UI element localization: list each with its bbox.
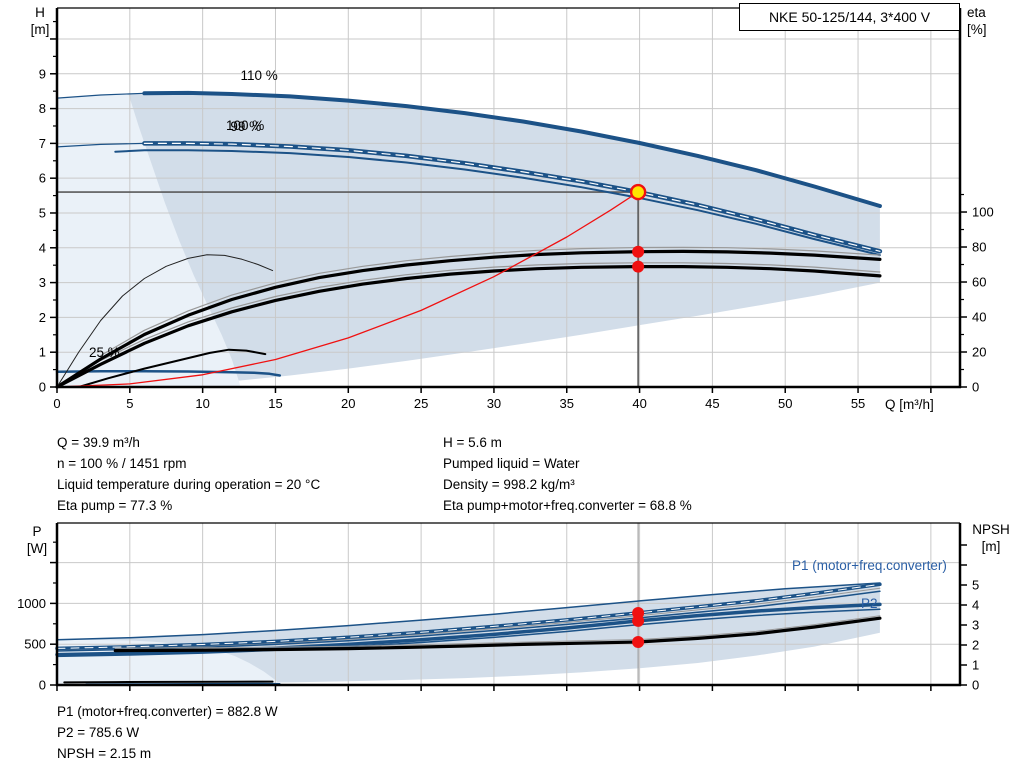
envelope-top-edge xyxy=(56,582,881,641)
chart-title-box: NKE 50-125/144, 3*400 V xyxy=(739,3,960,31)
y1-tick-label: 1000 xyxy=(17,596,46,611)
low-flow-region-2 xyxy=(57,639,280,685)
result-text-bottom: P1 (motor+freq.converter) = 882.8 W P2 =… xyxy=(57,701,278,764)
info-line-pumped-liquid: Pumped liquid = Water xyxy=(443,456,580,471)
info-line-p1: P1 (motor+freq.converter) = 882.8 W xyxy=(57,704,278,719)
curve-100-white-center xyxy=(143,142,881,252)
x-tick-label: 30 xyxy=(487,396,501,411)
y2-tick-label: 5 xyxy=(972,578,979,593)
y-axis-label-p: P [W] xyxy=(20,523,54,557)
system-curve xyxy=(56,191,639,388)
y1-tick-label: 8 xyxy=(39,101,46,116)
curve-label: 25 % xyxy=(89,345,120,360)
x-tick-label: 40 xyxy=(632,396,646,411)
x-tick-label: 10 xyxy=(195,396,209,411)
curve-label: P2 xyxy=(861,596,878,611)
y2-axis-label-eta: eta [%] xyxy=(967,4,1009,38)
y2-tick-label: 3 xyxy=(972,618,979,633)
y1-tick-label: 2 xyxy=(39,310,46,325)
y2-axis-label-npsh-line2: [m] xyxy=(981,539,1001,554)
eta-reduced-speed-arc xyxy=(56,254,274,388)
info-line-eta-total: Eta pump+motor+freq.converter = 68.8 % xyxy=(443,498,692,513)
p1-white-center xyxy=(56,583,881,649)
x-tick-label: 15 xyxy=(268,396,282,411)
curve-label: P1 (motor+freq.converter) xyxy=(792,558,947,573)
x-tick-label: 0 xyxy=(53,396,60,411)
info-line-density: Density = 998.2 kg/m³ xyxy=(443,477,575,492)
eta-25-curve xyxy=(77,348,267,388)
curve-110 xyxy=(142,90,882,208)
y1-tick-label: 500 xyxy=(24,637,46,652)
duty-point-marker xyxy=(629,183,647,201)
y-axis-label-h-line2: [m] xyxy=(30,22,50,37)
y2-tick-label: 100 xyxy=(972,205,994,220)
x-axis-label-q: Q [m³/h] xyxy=(885,397,934,412)
y2-axis-label-npsh-line1: NPSH xyxy=(972,522,1010,537)
y2-tick-label: 80 xyxy=(972,240,986,255)
y2-tick-label: 20 xyxy=(972,345,986,360)
y1-tick-label: 6 xyxy=(39,171,46,186)
y1-tick-label: 1 xyxy=(39,345,46,360)
y1-tick-label: 0 xyxy=(39,380,46,395)
curve-25 xyxy=(55,369,282,377)
info-line-liquid-temp: Liquid temperature during operation = 20… xyxy=(57,477,321,492)
info-line-p2: P2 = 785.6 W xyxy=(57,725,140,740)
x-tick-label: 20 xyxy=(341,396,355,411)
eta-total-point xyxy=(632,260,645,273)
x-tick-label: 5 xyxy=(126,396,133,411)
y2-tick-label: 0 xyxy=(972,678,979,693)
y2-tick-label: 0 xyxy=(972,380,979,395)
p2-point xyxy=(632,614,645,627)
info-line-q: Q = 39.9 m³/h xyxy=(57,435,140,450)
y2-axis-label-npsh: NPSH [m] xyxy=(960,521,1022,555)
npsh-point xyxy=(632,636,645,648)
p-25-black xyxy=(63,680,274,684)
curve-99 xyxy=(114,149,881,257)
curve-label: 110 % xyxy=(241,68,278,83)
eta-pump-curve xyxy=(55,249,882,389)
y1-tick-label: 0 xyxy=(39,678,46,693)
y1-tick-label: 3 xyxy=(39,275,46,290)
y2-tick-label: 1 xyxy=(972,658,979,673)
y2-axis-label-eta-line1: eta xyxy=(967,5,986,20)
x-tick-label: 35 xyxy=(560,396,574,411)
y1-tick-label: 5 xyxy=(39,205,46,220)
p2-99-curve xyxy=(56,608,881,658)
y1-tick-label: 4 xyxy=(39,240,46,255)
npsh-companion xyxy=(114,615,881,649)
info-line-h: H = 5.6 m xyxy=(443,435,502,450)
operating-envelope xyxy=(57,92,880,388)
x-tick-label: 50 xyxy=(778,396,792,411)
curve-label: 100 % xyxy=(226,118,264,133)
y2-tick-label: 60 xyxy=(972,275,986,290)
result-text-left: Q = 39.9 m³/h n = 100 % / 1451 rpm Liqui… xyxy=(57,432,320,516)
y-axis-label-p-line2: [W] xyxy=(26,541,48,556)
npsh-curve xyxy=(113,616,882,653)
info-line-n: n = 100 % / 1451 rpm xyxy=(57,456,187,471)
y-axis-label-p-line1: P xyxy=(32,524,42,539)
eta-pump-point xyxy=(632,245,645,258)
eta-pump-band xyxy=(100,246,881,357)
y1-tick-label: 9 xyxy=(39,66,46,81)
x-tick-label: 55 xyxy=(851,396,865,411)
curve-label: 99 % xyxy=(230,119,261,134)
result-text-right: H = 5.6 m Pumped liquid = Water Density … xyxy=(443,432,692,516)
y-axis-label-h: H [m] xyxy=(24,4,56,38)
y2-tick-label: 40 xyxy=(972,310,986,325)
info-line-npsh: NPSH = 2.15 m xyxy=(57,746,152,761)
y2-tick-label: 4 xyxy=(972,598,979,613)
eta-total-curve xyxy=(55,265,882,389)
y1-tick-label: 7 xyxy=(39,136,46,151)
x-tick-label: 25 xyxy=(414,396,428,411)
y2-axis-label-eta-line2: [%] xyxy=(967,22,987,37)
y2-tick-label: 2 xyxy=(972,638,979,653)
x-tick-label: 45 xyxy=(705,396,719,411)
y-axis-label-h-line1: H xyxy=(35,5,45,20)
info-line-eta-pump: Eta pump = 77.3 % xyxy=(57,498,173,513)
eta-total-band xyxy=(100,262,881,361)
